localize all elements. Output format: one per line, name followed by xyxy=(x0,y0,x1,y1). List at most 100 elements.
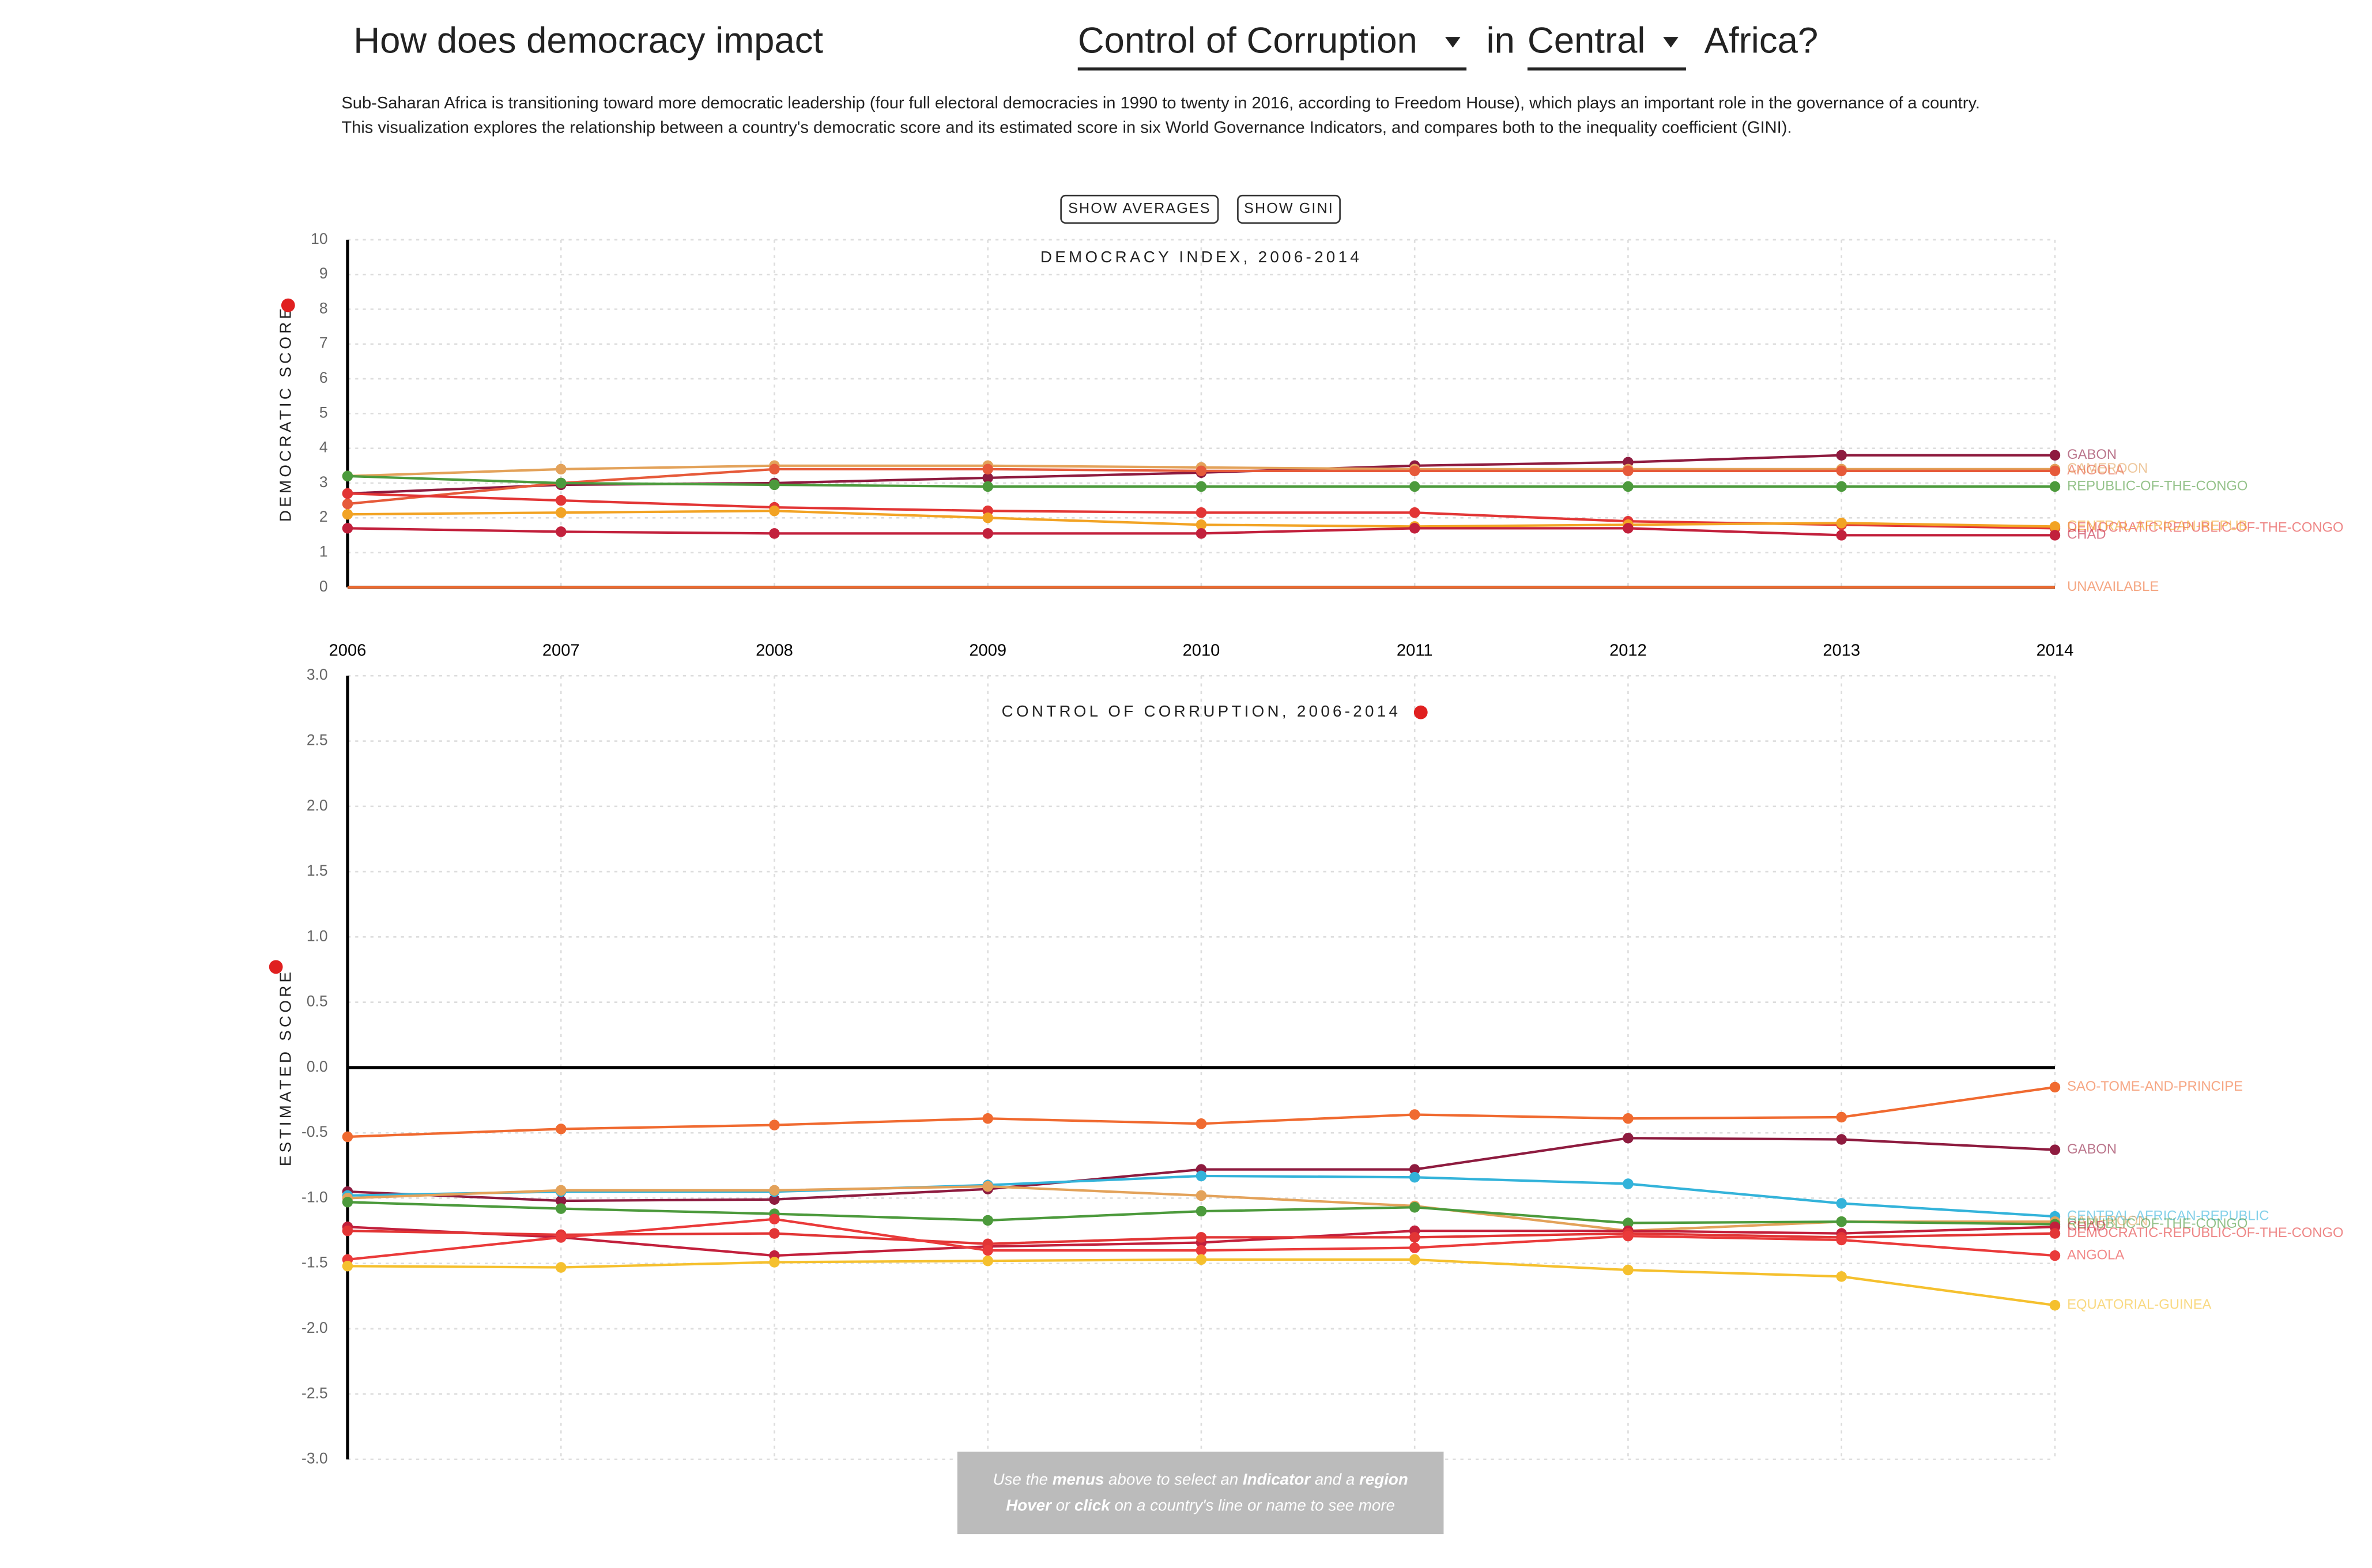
series-label: REPUBLIC-OF-THE-CONGO xyxy=(2067,1216,2247,1231)
point xyxy=(982,1245,993,1256)
y-tick-label: 3.0 xyxy=(307,666,328,683)
point xyxy=(1623,1230,1634,1242)
button-label[interactable]: SHOW AVERAGES xyxy=(1068,201,1211,217)
point xyxy=(1836,481,1847,492)
charts: 0 1 2 3 4 5 6 7 8 9 10 DEMOCRACY INDEX, 2006-2014 DE… xyxy=(269,230,2344,1467)
point xyxy=(769,1120,780,1130)
point xyxy=(2049,530,2061,541)
button-label[interactable]: SHOW GINI xyxy=(1244,201,1334,217)
point xyxy=(555,463,567,475)
point xyxy=(1623,1178,1634,1189)
series-label: CENTRAL-AFRICAN-REPUBLIC xyxy=(2067,1208,2269,1223)
y-axis-label: ESTIMATED SCORE xyxy=(277,969,295,1166)
y-tick-label: 6 xyxy=(319,369,328,386)
point xyxy=(2049,521,2061,532)
series-label: CENTRAL-AFRICAN-REPUB xyxy=(2067,518,2247,534)
x-tick-label: 2009 xyxy=(969,642,1006,660)
point xyxy=(342,523,353,534)
hint-box xyxy=(957,1452,1444,1535)
y-tick-label: 9 xyxy=(319,265,328,282)
point xyxy=(342,488,353,499)
y-tick-label: 10 xyxy=(311,230,327,247)
point xyxy=(2049,450,2061,461)
point xyxy=(1196,1190,1207,1201)
point xyxy=(769,505,780,517)
indicator-dropdown[interactable]: Control of Corruption xyxy=(1078,20,1417,61)
point xyxy=(982,481,993,492)
point xyxy=(555,495,567,506)
hint-part: and a xyxy=(1310,1471,1359,1488)
point xyxy=(1409,523,1420,534)
point xyxy=(555,1232,567,1243)
point xyxy=(555,1262,567,1273)
hint: Hover or click on a country's line or na… xyxy=(1006,1497,1395,1514)
point xyxy=(2049,465,2061,477)
series-label: REPUBLIC-OF-THE-CONGO xyxy=(2067,478,2247,493)
hint-part: Use the xyxy=(993,1471,1052,1488)
point xyxy=(342,498,353,510)
point xyxy=(982,463,993,475)
point xyxy=(1196,1254,1207,1265)
series-label: CHAD xyxy=(2067,1219,2106,1234)
series-label: UNAVAILABLE xyxy=(2067,579,2159,594)
y-tick-label: 5 xyxy=(319,404,328,421)
point xyxy=(555,477,567,489)
title-end: Africa? xyxy=(1704,20,1819,61)
point xyxy=(1409,1232,1420,1243)
y-tick-label: 1.0 xyxy=(307,927,328,944)
point xyxy=(342,1196,353,1208)
y-tick-label: 2 xyxy=(319,508,328,525)
y-tick-label: 2.5 xyxy=(307,731,328,748)
series-line xyxy=(347,1258,2056,1307)
point xyxy=(769,528,780,539)
point xyxy=(982,472,993,484)
point xyxy=(1836,1271,1847,1282)
y-tick-label: -1.0 xyxy=(301,1188,328,1205)
x-tick-label: 2011 xyxy=(1397,642,1433,660)
title-start: How does democracy impact xyxy=(353,20,823,61)
point xyxy=(1196,519,1207,530)
point xyxy=(1623,1218,1634,1228)
point xyxy=(1836,465,1847,477)
y-tick-label: 2.0 xyxy=(307,797,328,814)
series-label: CAMEROON xyxy=(2067,461,2148,476)
region-dropdown[interactable]: Central xyxy=(1528,20,1646,61)
y-tick-label: 3 xyxy=(319,473,328,491)
point xyxy=(1409,1254,1420,1265)
hint-part: Hover xyxy=(1006,1497,1053,1514)
y-tick-label: 0.5 xyxy=(307,993,328,1010)
point xyxy=(1409,1109,1420,1120)
y-tick-label: 0.0 xyxy=(307,1058,328,1075)
point xyxy=(2049,1081,2061,1093)
hint-part: click xyxy=(1074,1497,1111,1514)
point xyxy=(982,1113,993,1124)
y-tick-label: 0 xyxy=(319,578,328,595)
button[interactable] xyxy=(1237,194,1341,224)
y-tick-label: 4 xyxy=(319,439,328,456)
x-tick-label: 2008 xyxy=(756,642,793,660)
description: Sub-Saharan Africa is transitioning towa… xyxy=(341,94,1980,112)
point xyxy=(1623,1264,1634,1276)
point xyxy=(2049,1299,2061,1311)
series-label: CHAD xyxy=(2067,527,2106,542)
hint-part: above to select an xyxy=(1104,1471,1243,1488)
series-label: EQUATORIAL-GUINEA xyxy=(2067,1297,2211,1313)
button[interactable] xyxy=(1060,194,1219,224)
point xyxy=(769,1194,780,1205)
point xyxy=(769,463,780,475)
y-tick-label: -0.5 xyxy=(301,1123,328,1140)
x-tick-label: 2010 xyxy=(1183,642,1220,660)
y-tick-label: 1.5 xyxy=(307,862,328,879)
point xyxy=(1196,1205,1207,1217)
series-label: GABON xyxy=(2067,447,2117,462)
point xyxy=(1836,1234,1847,1246)
dropdown-arrow xyxy=(1445,37,1461,48)
y-axis-label: DEMOCRATIC SCORE xyxy=(277,306,295,522)
point xyxy=(1196,465,1207,477)
point xyxy=(1623,481,1634,492)
x-tick-label: 2013 xyxy=(1823,642,1860,660)
point xyxy=(342,470,353,482)
point xyxy=(769,1257,780,1268)
help-icon xyxy=(281,298,295,312)
series-label: DEMOCRATIC-REPUBLIC-OF-THE-CONGO xyxy=(2067,1225,2343,1241)
